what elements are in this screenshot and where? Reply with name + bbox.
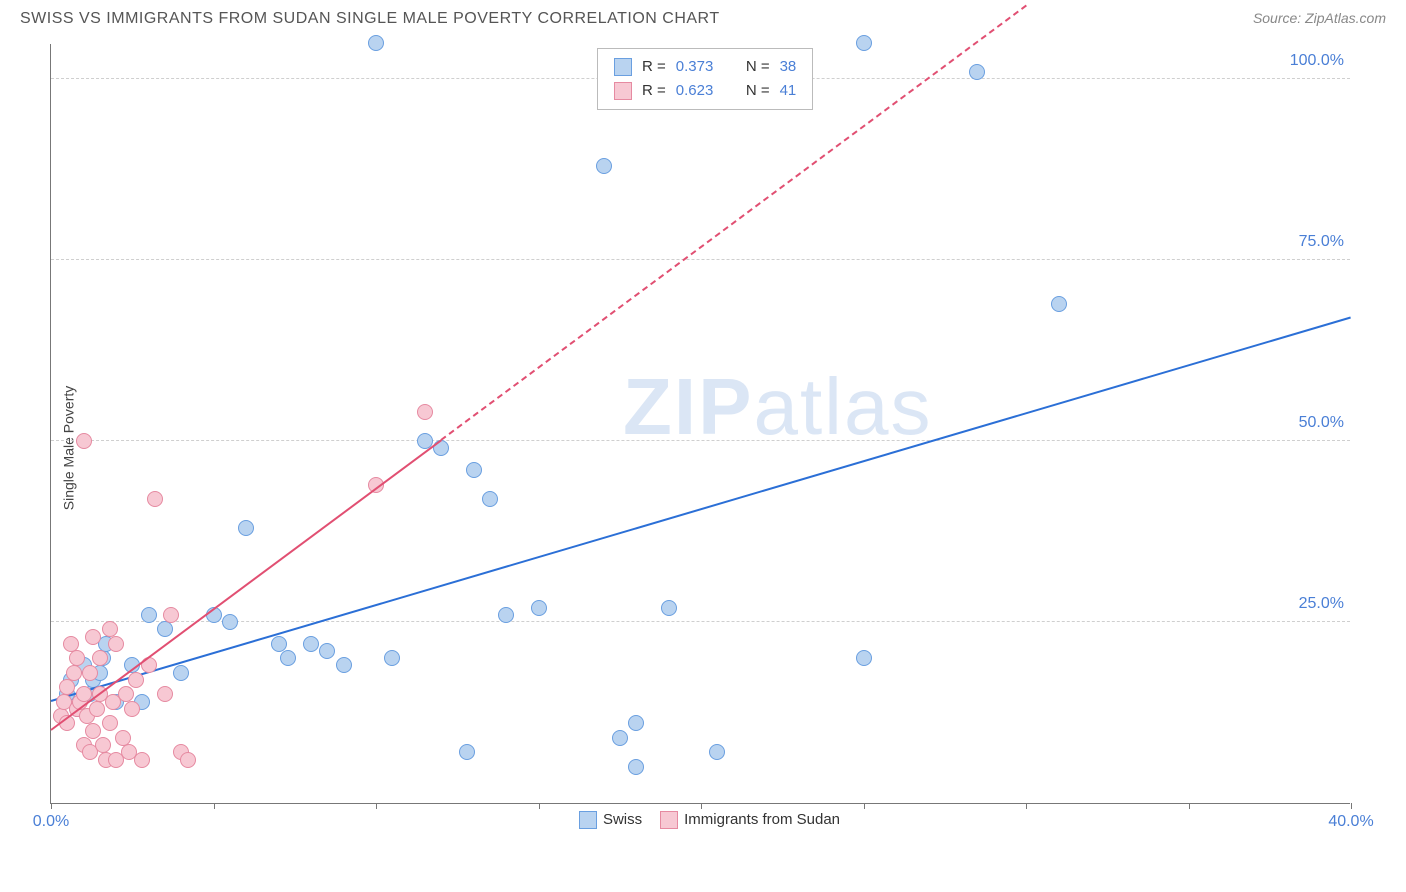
scatter-point-sudan (124, 701, 140, 717)
gridline-h (51, 440, 1350, 441)
legend-swatch-swiss (614, 58, 632, 76)
scatter-point-swiss (238, 520, 254, 536)
scatter-point-sudan (69, 650, 85, 666)
legend-n-value: 38 (780, 55, 797, 79)
scatter-point-swiss (709, 744, 725, 760)
scatter-point-sudan (76, 433, 92, 449)
scatter-point-swiss (498, 607, 514, 623)
scatter-point-swiss (596, 158, 612, 174)
legend-n-label: N = (746, 55, 770, 79)
scatter-point-swiss (384, 650, 400, 666)
trendline-sudan (50, 439, 441, 730)
source-attribution: Source: ZipAtlas.com (1253, 10, 1386, 28)
scatter-point-sudan (85, 629, 101, 645)
scatter-point-swiss (157, 621, 173, 637)
x-tick (1351, 803, 1352, 809)
legend-swatch-sudan (614, 82, 632, 100)
gridline-h (51, 259, 1350, 260)
y-tick-label: 25.0% (1299, 595, 1344, 613)
y-tick-label: 100.0% (1290, 52, 1344, 70)
x-tick (214, 803, 215, 809)
legend-swatch-sudan (660, 811, 678, 829)
scatter-point-sudan (95, 737, 111, 753)
legend-correlation-row-sudan: R = 0.623 N = 41 (614, 79, 796, 103)
scatter-point-sudan (134, 752, 150, 768)
x-tick (376, 803, 377, 809)
scatter-point-sudan (102, 715, 118, 731)
source-name: ZipAtlas.com (1305, 10, 1386, 26)
gridline-h (51, 621, 1350, 622)
legend-r-label: R = (642, 79, 666, 103)
scatter-point-sudan (128, 672, 144, 688)
scatter-point-swiss (628, 759, 644, 775)
legend-n-label: N = (746, 79, 770, 103)
x-tick (1189, 803, 1190, 809)
x-tick (864, 803, 865, 809)
legend-r-value: 0.623 (676, 79, 714, 103)
scatter-point-swiss (319, 643, 335, 659)
scatter-point-swiss (661, 600, 677, 616)
chart-title: SWISS VS IMMIGRANTS FROM SUDAN SINGLE MA… (20, 10, 720, 28)
scatter-point-swiss (173, 665, 189, 681)
scatter-point-swiss (531, 600, 547, 616)
legend-r-value: 0.373 (676, 55, 714, 79)
scatter-point-swiss (271, 636, 287, 652)
legend-n-value: 41 (780, 79, 797, 103)
scatter-point-sudan (92, 650, 108, 666)
legend-label-swiss: Swiss (603, 811, 642, 828)
scatter-point-swiss (303, 636, 319, 652)
x-tick (51, 803, 52, 809)
scatter-point-sudan (147, 491, 163, 507)
scatter-point-sudan (89, 701, 105, 717)
scatter-point-sudan (157, 686, 173, 702)
chart-container: Single Male Poverty 25.0%50.0%75.0%100.0… (0, 34, 1406, 862)
scatter-point-sudan (66, 665, 82, 681)
scatter-point-sudan (163, 607, 179, 623)
scatter-point-swiss (336, 657, 352, 673)
x-tick (1026, 803, 1027, 809)
legend-swatch-swiss (579, 811, 597, 829)
scatter-point-swiss (222, 614, 238, 630)
source-prefix: Source: (1253, 10, 1305, 26)
legend-correlation-row-swiss: R = 0.373 N = 38 (614, 55, 796, 79)
x-tick (701, 803, 702, 809)
scatter-point-swiss (459, 744, 475, 760)
scatter-point-swiss (141, 607, 157, 623)
y-tick-label: 50.0% (1299, 414, 1344, 432)
legend-label-sudan: Immigrants from Sudan (684, 811, 840, 828)
scatter-point-sudan (82, 665, 98, 681)
trendline-swiss (51, 316, 1352, 702)
scatter-point-swiss (1051, 296, 1067, 312)
y-tick-label: 75.0% (1299, 233, 1344, 251)
scatter-point-sudan (417, 404, 433, 420)
scatter-point-swiss (856, 35, 872, 51)
legend-r-label: R = (642, 55, 666, 79)
scatter-point-sudan (85, 723, 101, 739)
scatter-point-sudan (108, 636, 124, 652)
scatter-point-swiss (280, 650, 296, 666)
legend-correlation: R = 0.373 N = 38R = 0.623 N = 41 (597, 48, 813, 110)
scatter-point-swiss (368, 35, 384, 51)
scatter-point-sudan (59, 679, 75, 695)
scatter-point-swiss (628, 715, 644, 731)
scatter-point-swiss (482, 491, 498, 507)
scatter-point-swiss (612, 730, 628, 746)
scatter-point-swiss (856, 650, 872, 666)
scatter-point-swiss (466, 462, 482, 478)
scatter-point-swiss (969, 64, 985, 80)
x-tick (539, 803, 540, 809)
scatter-plot: 25.0%50.0%75.0%100.0%0.0%40.0%ZIPatlasR … (50, 44, 1350, 804)
scatter-point-sudan (180, 752, 196, 768)
legend-series: Swiss Immigrants from Sudan (51, 811, 1350, 829)
